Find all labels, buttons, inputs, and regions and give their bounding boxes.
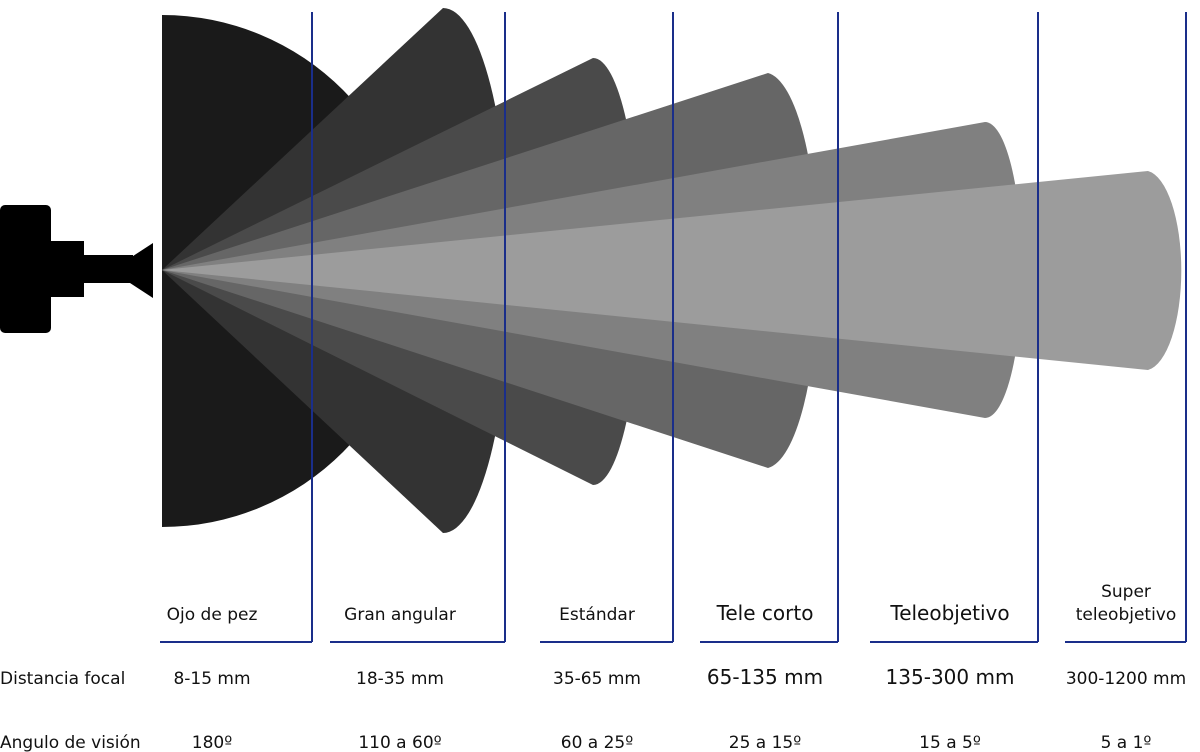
column-label: Ojo de pez [167,605,258,625]
column-label: teleobjetivo [1076,605,1177,625]
focal-length: 65-135 mm [707,665,823,689]
view-angle: 5 a 1º [1101,733,1152,752]
cones [162,8,1182,533]
column-label: Gran angular [344,605,456,625]
focal-length: 35-65 mm [553,669,641,689]
camera [0,205,153,333]
focal-length: 8-15 mm [173,669,250,689]
columns: Ojo de pez 8-15 mm 180º Gran angular 18-35 m… [160,12,1187,752]
view-angle: 110 a 60º [358,733,441,752]
cone-super-tele [162,171,1182,370]
camera-body [0,205,51,333]
row-label-focal: Distancia focal [0,669,125,689]
camera-mount [50,241,84,297]
column-label: Teleobjetivo [889,601,1009,625]
focal-length: 300-1200 mm [1066,669,1186,689]
column-label: Estándar [559,605,635,625]
row-label-angle: Angulo de visión [0,733,141,752]
camera-lens [83,255,133,283]
focal-length: 135-300 mm [886,665,1015,689]
view-angle: 15 a 5º [919,733,981,752]
camera-hood [130,243,153,298]
view-angle: 180º [192,733,232,752]
column-label: Super [1101,582,1151,602]
column-label: Tele corto [716,601,814,625]
view-angle: 60 a 25º [561,733,634,752]
view-angle: 25 a 15º [729,733,802,752]
focal-length: 18-35 mm [356,669,444,689]
